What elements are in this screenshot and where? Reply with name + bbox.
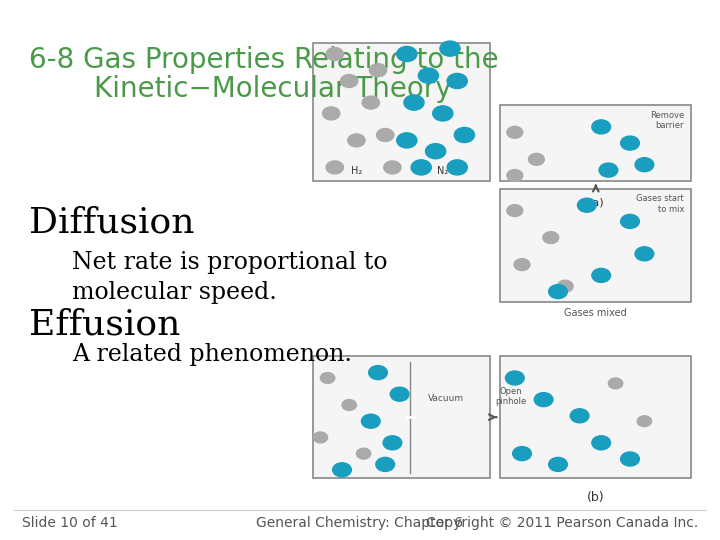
Circle shape bbox=[323, 107, 340, 120]
Bar bbox=[500, 105, 691, 181]
Circle shape bbox=[361, 414, 380, 428]
Text: Open
pinhole: Open pinhole bbox=[495, 387, 527, 406]
Circle shape bbox=[390, 387, 409, 401]
Circle shape bbox=[397, 46, 417, 62]
Circle shape bbox=[320, 373, 335, 383]
Circle shape bbox=[507, 126, 523, 138]
Circle shape bbox=[447, 73, 467, 89]
Text: H₂: H₂ bbox=[351, 165, 362, 176]
Circle shape bbox=[621, 136, 639, 150]
Text: (b): (b) bbox=[587, 491, 605, 504]
Circle shape bbox=[557, 280, 573, 292]
Circle shape bbox=[433, 106, 453, 121]
Circle shape bbox=[637, 416, 652, 427]
Circle shape bbox=[418, 68, 438, 83]
Circle shape bbox=[592, 268, 611, 282]
Text: General Chemistry: Chapter 6: General Chemistry: Chapter 6 bbox=[256, 516, 464, 530]
Text: Remove
barrier: Remove barrier bbox=[649, 111, 684, 130]
Text: (a): (a) bbox=[588, 197, 603, 207]
Circle shape bbox=[341, 75, 358, 87]
Text: Gases start
to mix: Gases start to mix bbox=[636, 194, 684, 214]
Circle shape bbox=[549, 457, 567, 471]
Text: 6-8 Gas Properties Relating to the: 6-8 Gas Properties Relating to the bbox=[29, 46, 498, 74]
Circle shape bbox=[397, 133, 417, 148]
Circle shape bbox=[507, 170, 523, 181]
Bar bbox=[500, 189, 691, 302]
Text: N₂: N₂ bbox=[437, 165, 449, 176]
Circle shape bbox=[447, 160, 467, 175]
Text: Kinetic−Molecular Theory: Kinetic−Molecular Theory bbox=[94, 75, 451, 103]
Bar bbox=[500, 356, 691, 478]
Circle shape bbox=[507, 205, 523, 217]
Circle shape bbox=[384, 161, 401, 174]
Circle shape bbox=[608, 378, 623, 389]
Circle shape bbox=[326, 161, 343, 174]
Circle shape bbox=[377, 129, 394, 141]
Circle shape bbox=[505, 371, 524, 385]
Circle shape bbox=[383, 436, 402, 450]
Circle shape bbox=[404, 95, 424, 110]
Circle shape bbox=[621, 214, 639, 228]
Circle shape bbox=[534, 393, 553, 407]
Text: A related phenomenon.: A related phenomenon. bbox=[72, 343, 352, 366]
Text: Gases mixed: Gases mixed bbox=[564, 308, 627, 318]
Text: Diffusion: Diffusion bbox=[29, 205, 194, 239]
Bar bbox=[313, 356, 490, 478]
Circle shape bbox=[592, 436, 611, 450]
Circle shape bbox=[513, 447, 531, 461]
Circle shape bbox=[592, 120, 611, 134]
Circle shape bbox=[577, 198, 596, 212]
Text: Net rate is proportional to
molecular speed.: Net rate is proportional to molecular sp… bbox=[72, 251, 387, 305]
Circle shape bbox=[411, 160, 431, 175]
Text: Vacuum: Vacuum bbox=[428, 394, 464, 403]
Bar bbox=[313, 43, 490, 181]
Circle shape bbox=[635, 247, 654, 261]
Circle shape bbox=[426, 144, 446, 159]
Circle shape bbox=[362, 96, 379, 109]
Circle shape bbox=[514, 259, 530, 271]
Circle shape bbox=[440, 41, 460, 56]
Text: Slide 10 of 41: Slide 10 of 41 bbox=[22, 516, 117, 530]
Circle shape bbox=[342, 400, 356, 410]
Circle shape bbox=[549, 285, 567, 299]
Text: Copyright © 2011 Pearson Canada Inc.: Copyright © 2011 Pearson Canada Inc. bbox=[426, 516, 698, 530]
Circle shape bbox=[621, 452, 639, 466]
Circle shape bbox=[369, 64, 387, 77]
Circle shape bbox=[369, 366, 387, 380]
Circle shape bbox=[313, 432, 328, 443]
Circle shape bbox=[333, 463, 351, 477]
Circle shape bbox=[570, 409, 589, 423]
Circle shape bbox=[635, 158, 654, 172]
Circle shape bbox=[356, 448, 371, 459]
Circle shape bbox=[348, 134, 365, 147]
Circle shape bbox=[326, 48, 343, 60]
Circle shape bbox=[543, 232, 559, 244]
Circle shape bbox=[454, 127, 474, 143]
Circle shape bbox=[599, 163, 618, 177]
Text: Effusion: Effusion bbox=[29, 308, 180, 342]
Circle shape bbox=[528, 153, 544, 165]
Circle shape bbox=[376, 457, 395, 471]
